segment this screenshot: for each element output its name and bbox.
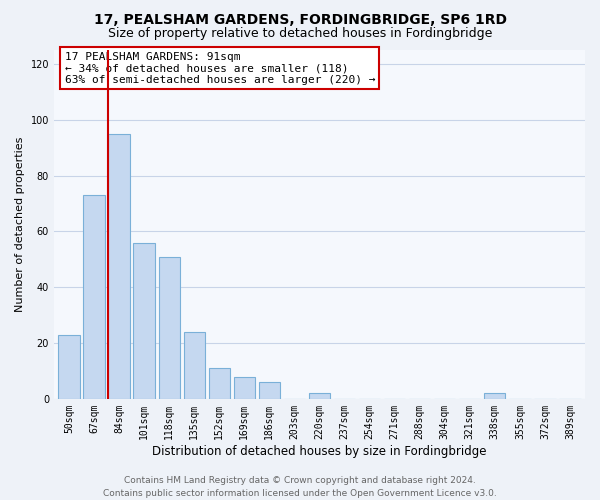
Text: Contains HM Land Registry data © Crown copyright and database right 2024.
Contai: Contains HM Land Registry data © Crown c… xyxy=(103,476,497,498)
Bar xyxy=(133,242,155,399)
Bar xyxy=(109,134,130,399)
Bar xyxy=(259,382,280,399)
Bar xyxy=(83,195,104,399)
X-axis label: Distribution of detached houses by size in Fordingbridge: Distribution of detached houses by size … xyxy=(152,444,487,458)
Bar xyxy=(233,376,255,399)
Bar xyxy=(309,394,330,399)
Bar xyxy=(184,332,205,399)
Text: 17, PEALSHAM GARDENS, FORDINGBRIDGE, SP6 1RD: 17, PEALSHAM GARDENS, FORDINGBRIDGE, SP6… xyxy=(94,12,506,26)
Bar xyxy=(58,334,80,399)
Y-axis label: Number of detached properties: Number of detached properties xyxy=(15,136,25,312)
Text: Size of property relative to detached houses in Fordingbridge: Size of property relative to detached ho… xyxy=(108,28,492,40)
Bar xyxy=(209,368,230,399)
Text: 17 PEALSHAM GARDENS: 91sqm
← 34% of detached houses are smaller (118)
63% of sem: 17 PEALSHAM GARDENS: 91sqm ← 34% of deta… xyxy=(65,52,375,85)
Bar xyxy=(158,256,180,399)
Bar xyxy=(484,394,505,399)
